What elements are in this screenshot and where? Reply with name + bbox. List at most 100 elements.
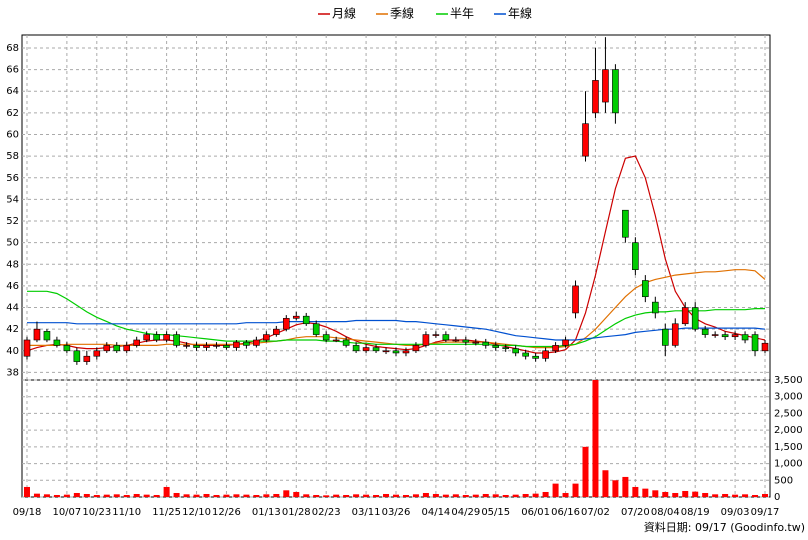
x-tick-label: 02/23: [312, 507, 341, 518]
x-tick-label: 07/20: [621, 507, 650, 518]
volume-bar: [682, 490, 689, 497]
candle-body: [133, 339, 140, 346]
candle-body: [392, 350, 400, 354]
x-tick-label: 09/17: [751, 507, 780, 518]
y2-tick-label: 3,000: [774, 392, 803, 403]
candle-body: [751, 334, 759, 352]
volume-bar: [113, 494, 120, 497]
volume-bar: [542, 491, 549, 497]
x-tick-label: 08/04: [651, 507, 680, 518]
volume-bar: [702, 492, 709, 497]
x-tick-label: 10/07: [52, 507, 81, 518]
volume-bar: [373, 494, 380, 497]
y-tick-label: 64: [6, 86, 19, 97]
x-tick-label: 09/03: [721, 507, 750, 518]
candle-body: [622, 209, 629, 238]
y-tick-label: 62: [6, 108, 19, 119]
volume-bar: [343, 494, 350, 497]
volume-bar: [83, 493, 90, 497]
candle-body: [442, 334, 450, 341]
candle-body: [402, 350, 410, 354]
candle-body: [721, 334, 729, 338]
volume-bar: [422, 492, 429, 497]
volume-bar: [303, 494, 310, 497]
y-tick-label: 48: [6, 259, 19, 270]
candle-body: [233, 341, 240, 348]
volume-bar: [602, 470, 609, 497]
legend-label: 月線: [332, 6, 356, 21]
candle-body: [652, 301, 659, 314]
x-tick-label: 11/25: [152, 507, 181, 518]
x-tick-label: 11/10: [112, 507, 141, 518]
volume-bar: [163, 486, 170, 497]
y-tick-label: 52: [6, 216, 19, 227]
candle-body: [552, 345, 559, 352]
volume-bar: [412, 494, 419, 497]
candle-body: [332, 339, 340, 342]
volume-bar: [722, 493, 729, 497]
candle-body: [352, 345, 360, 352]
candle-body: [43, 331, 51, 341]
volume-bar: [502, 494, 509, 497]
candle-body: [243, 341, 250, 346]
y-tick-label: 68: [6, 43, 19, 54]
volume-bar: [53, 494, 60, 497]
candle-body: [512, 348, 519, 354]
legend-label: 季線: [390, 6, 414, 21]
candle-body: [213, 345, 220, 347]
volume-bar: [153, 494, 160, 497]
volume-bar: [383, 493, 390, 497]
candle-body: [83, 355, 91, 362]
candle-body: [562, 339, 569, 346]
y-tick-label: 44: [6, 303, 19, 314]
y-tick-label: 50: [6, 238, 19, 249]
x-tick-label: 05/15: [481, 507, 510, 518]
candle-body: [23, 339, 31, 357]
y2-tick-label: 3,500: [774, 375, 803, 386]
volume-bar: [43, 494, 50, 497]
volume-bar: [692, 491, 699, 497]
candle-body: [492, 345, 500, 348]
volume-bar: [442, 494, 449, 497]
candle-body: [412, 345, 420, 352]
candle-body: [123, 345, 131, 352]
candle-body: [362, 347, 370, 352]
candle-body: [173, 334, 180, 346]
candle-body: [602, 69, 609, 103]
volume-bar: [582, 446, 589, 497]
x-tick-label: 03/26: [382, 507, 411, 518]
candle-body: [572, 285, 579, 314]
y-tick-label: 54: [6, 194, 19, 205]
ma-line: [27, 290, 765, 348]
legend-label: 半年: [450, 7, 474, 21]
candle-body: [322, 334, 330, 341]
volume-bar: [672, 492, 679, 497]
x-tick-label: 06/16: [551, 507, 580, 518]
volume-bar: [353, 494, 360, 497]
volume-bar: [263, 494, 270, 497]
volume-bar: [742, 494, 749, 497]
candle-body: [382, 350, 390, 353]
x-tick-label: 09/18: [13, 507, 42, 518]
volume-bar: [273, 493, 280, 497]
candle-body: [292, 315, 300, 319]
volume-bar: [402, 494, 409, 497]
candle-body: [761, 342, 769, 352]
y-tick-label: 60: [6, 129, 19, 140]
candle-body: [93, 350, 101, 357]
legend-label: 年線: [508, 6, 532, 21]
candle-body: [193, 345, 200, 348]
candle-body: [253, 339, 260, 346]
candle-body: [452, 339, 460, 342]
candle-body: [372, 347, 380, 352]
volume-bar: [173, 492, 180, 497]
volume-bar: [193, 494, 200, 497]
volume-bar: [462, 494, 469, 497]
candle-body: [302, 315, 310, 325]
candle-body: [592, 80, 599, 114]
y-tick-label: 42: [6, 324, 19, 335]
volume-bar: [752, 494, 759, 497]
candle-body: [681, 307, 689, 325]
x-tick-label: 06/01: [521, 507, 550, 518]
y-tick-label: 40: [6, 346, 19, 357]
